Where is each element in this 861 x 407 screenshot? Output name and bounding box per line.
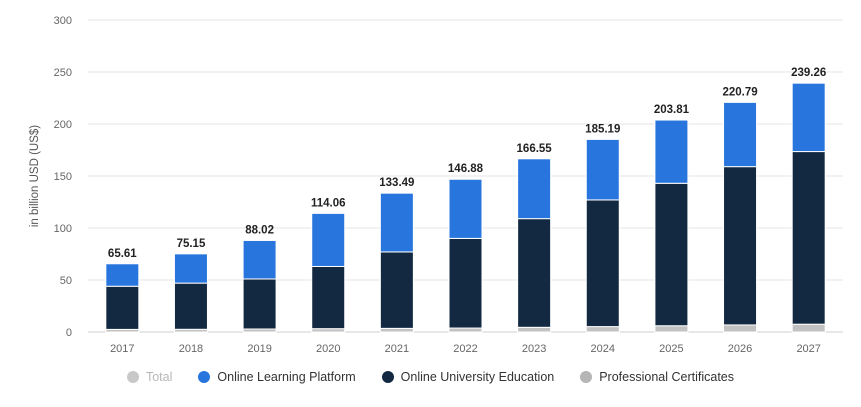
x-tick-label: 2027 [796, 343, 820, 355]
legend-label-total: Total [145, 370, 173, 384]
legend: Total Online Learning Platform Online Un… [0, 370, 861, 384]
bar-segment-professional-certificates[interactable] [654, 325, 689, 333]
x-tick-label: 2019 [247, 343, 271, 355]
total-labels: 65.61 75.15 88.02 114.06 133.49 146.88 166.55 1… [108, 67, 826, 260]
bar-segment-online-university-education[interactable] [311, 265, 346, 330]
total-data-label: 146.88 [448, 163, 484, 175]
x-tick-label: 2022 [453, 343, 477, 355]
total-data-label: 65.61 [108, 248, 137, 260]
total-data-label: 114.06 [311, 197, 346, 209]
total-data-label: 133.49 [379, 177, 414, 189]
bar-segment-online-university-education[interactable] [173, 282, 208, 330]
bar-segment-online-university-education[interactable] [242, 278, 277, 330]
legend-item-total[interactable]: Total [126, 370, 173, 384]
legend-marker-professional-certificates [580, 371, 593, 383]
x-tick-label: 2018 [179, 343, 203, 355]
total-data-label: 88.02 [245, 224, 274, 236]
bar-segment-online-learning-platform[interactable] [791, 82, 826, 153]
y-axis-label: in billion USD (US$) [29, 125, 41, 227]
legend-marker-online-university-education [381, 371, 394, 383]
total-data-label: 220.79 [722, 86, 757, 98]
bar-segment-professional-certificates[interactable] [517, 326, 552, 333]
total-data-label: 185.19 [585, 123, 620, 135]
y-tick-label: 250 [54, 67, 72, 79]
bar-segment-professional-certificates[interactable] [585, 326, 620, 333]
bar-segment-online-university-education[interactable] [654, 182, 689, 327]
total-data-label: 166.55 [517, 143, 553, 155]
bar-segment-online-learning-platform[interactable] [654, 119, 689, 184]
bar-segment-online-learning-platform[interactable] [311, 212, 346, 267]
bar-segment-online-learning-platform[interactable] [105, 263, 140, 287]
bar-segment-online-university-education[interactable] [448, 237, 483, 329]
bar-segment-professional-certificates[interactable] [448, 327, 483, 333]
x-tick-label: 2024 [591, 343, 615, 355]
y-tick-label: 100 [54, 223, 72, 235]
bar-segment-online-learning-platform[interactable] [723, 101, 758, 168]
bar-segment-online-university-education[interactable] [585, 199, 620, 328]
y-axis-ticks: 0 50 100 150 200 250 300 [54, 15, 72, 339]
bar-segment-online-learning-platform[interactable] [379, 192, 414, 253]
x-tick-label: 2017 [110, 343, 134, 355]
bar-segment-professional-certificates[interactable] [791, 323, 826, 333]
y-tick-label: 0 [66, 327, 72, 339]
legend-item-professional-certificates[interactable]: Professional Certificates [580, 370, 734, 384]
y-tick-label: 200 [54, 119, 72, 131]
bar-segment-online-university-education[interactable] [105, 285, 140, 330]
x-tick-label: 2021 [385, 343, 409, 355]
legend-marker-online-learning-platform [198, 371, 211, 383]
x-tick-label: 2020 [316, 343, 340, 355]
bar-segment-online-university-education[interactable] [517, 218, 552, 328]
bar-segment-professional-certificates[interactable] [379, 327, 414, 333]
bar-segment-professional-certificates[interactable] [723, 324, 758, 333]
x-tick-label: 2025 [659, 343, 683, 355]
bar-segment-online-learning-platform[interactable] [517, 158, 552, 220]
total-data-label: 203.81 [654, 104, 690, 116]
legend-item-online-learning-platform[interactable]: Online Learning Platform [198, 370, 356, 384]
legend-label-professional-certificates: Professional Certificates [599, 370, 734, 384]
total-data-label: 239.26 [791, 67, 826, 79]
bar-segment-online-learning-platform[interactable] [173, 253, 208, 284]
legend-item-online-university-education[interactable]: Online University Education [381, 370, 555, 384]
y-tick-label: 150 [54, 171, 72, 183]
bar-segment-online-learning-platform[interactable] [448, 178, 483, 239]
bar-segment-online-university-education[interactable] [723, 166, 758, 326]
total-data-label: 75.15 [177, 238, 206, 250]
legend-label-online-learning-platform: Online Learning Platform [217, 370, 356, 384]
bar-segment-online-learning-platform[interactable] [242, 239, 277, 280]
x-axis-ticks: 2017 2018 2019 2020 2021 2022 2023 2024 2025 2026… [110, 343, 821, 355]
y-tick-label: 300 [54, 15, 72, 27]
bar-segment-online-university-education[interactable] [379, 251, 414, 329]
legend-label-online-university-education: Online University Education [400, 370, 555, 384]
y-tick-label: 50 [60, 275, 72, 287]
legend-marker-total [126, 371, 139, 383]
bar-segment-online-learning-platform[interactable] [585, 138, 620, 201]
x-tick-label: 2023 [522, 343, 546, 355]
x-tick-label: 2026 [728, 343, 752, 355]
bar-segment-online-university-education[interactable] [791, 151, 826, 325]
bars [105, 82, 826, 333]
